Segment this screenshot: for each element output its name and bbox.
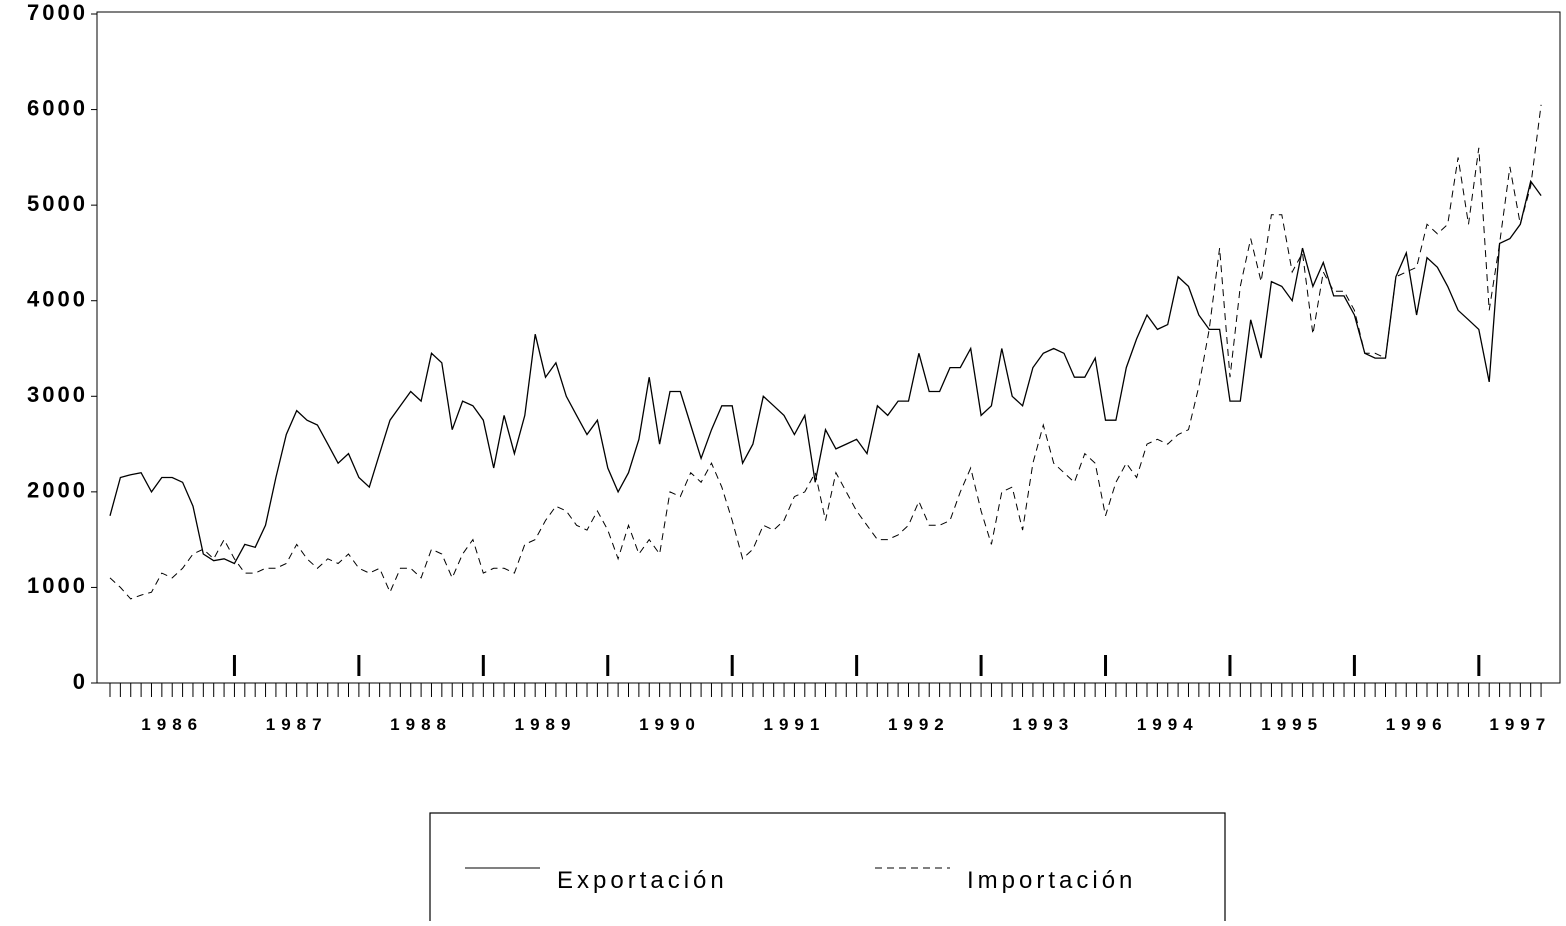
y-tick-label: 6000 xyxy=(27,95,88,120)
x-tick-label: 1995 xyxy=(1261,715,1323,734)
x-tick-label: 1996 xyxy=(1386,715,1448,734)
y-tick-label: 1000 xyxy=(27,573,88,598)
series-line xyxy=(109,179,1542,565)
x-tick-label: 1992 xyxy=(888,715,950,734)
x-tick-label: 1986 xyxy=(141,715,203,734)
series-line xyxy=(109,104,1542,600)
y-tick-label: 4000 xyxy=(27,287,88,312)
y-tick-label: 3000 xyxy=(27,382,88,407)
x-tick-label: 1990 xyxy=(639,715,701,734)
legend-label: Importación xyxy=(967,867,1136,894)
y-tick-label: 0 xyxy=(73,669,88,694)
y-tick-label: 2000 xyxy=(27,478,88,503)
y-tick-label: 5000 xyxy=(27,191,88,216)
plot-frame xyxy=(96,11,1561,684)
y-tick-label: 7000 xyxy=(27,0,88,25)
x-tick-label: 1989 xyxy=(515,715,577,734)
x-tick-label: 1987 xyxy=(266,715,328,734)
x-tick-label: 1994 xyxy=(1137,715,1199,734)
x-tick-label: 1991 xyxy=(764,715,826,734)
x-tick-label: 1993 xyxy=(1012,715,1074,734)
x-tick-label: 1997 xyxy=(1489,715,1551,734)
legend-box xyxy=(429,812,1226,926)
x-tick-label: 1988 xyxy=(390,715,452,734)
legend-label: Exportación xyxy=(557,867,728,894)
